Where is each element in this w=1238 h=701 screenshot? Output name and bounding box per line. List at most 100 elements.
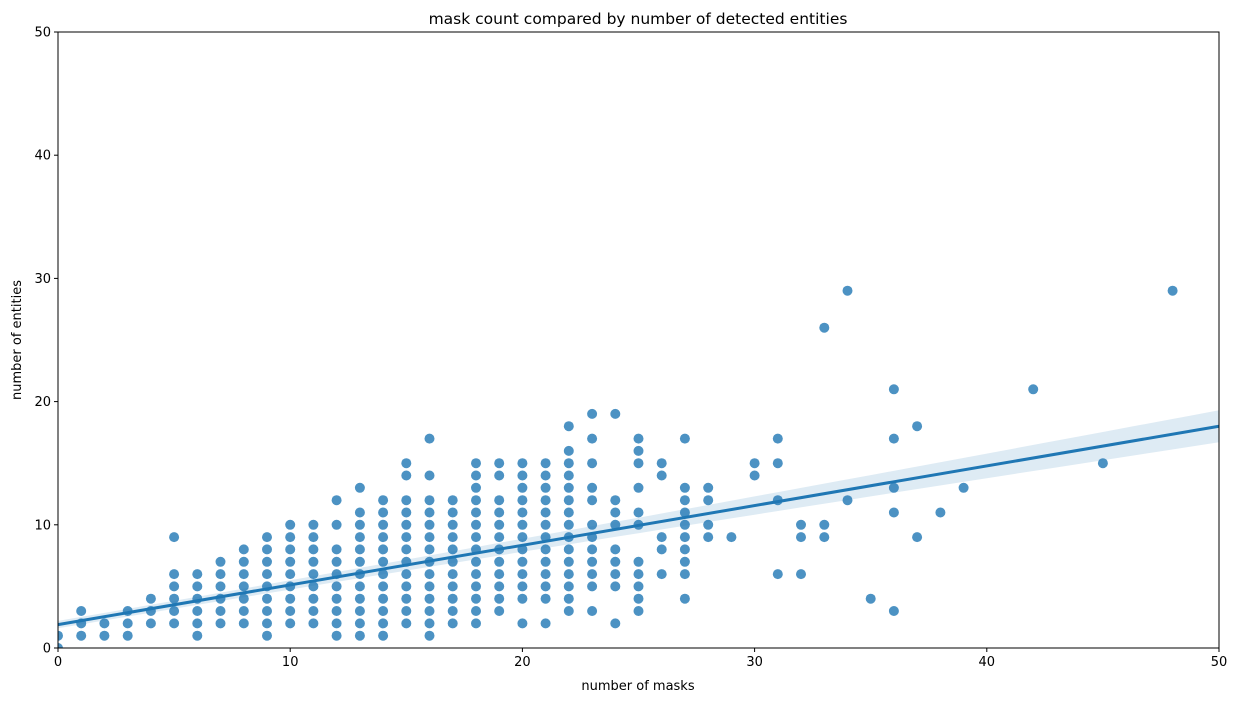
data-point xyxy=(633,433,644,444)
data-point xyxy=(912,421,923,432)
data-point xyxy=(378,593,389,604)
data-point xyxy=(471,458,481,469)
data-point xyxy=(563,470,574,481)
data-point xyxy=(563,606,574,616)
data-point xyxy=(285,618,296,629)
data-point xyxy=(145,618,156,629)
data-point xyxy=(563,445,574,456)
data-point xyxy=(563,458,574,469)
data-point xyxy=(215,569,226,580)
data-point xyxy=(517,507,528,518)
data-point xyxy=(99,618,110,629)
data-point xyxy=(447,569,458,580)
data-point xyxy=(471,556,481,567)
data-point xyxy=(471,569,481,580)
data-point xyxy=(517,569,528,580)
data-point xyxy=(424,470,435,481)
data-point xyxy=(679,482,690,493)
data-point xyxy=(285,532,296,543)
data-point xyxy=(471,519,481,530)
data-point xyxy=(517,458,528,469)
data-point xyxy=(169,532,180,543)
data-point xyxy=(331,495,342,506)
data-point xyxy=(610,495,621,506)
data-point xyxy=(401,507,412,518)
data-point xyxy=(378,569,389,580)
data-point xyxy=(540,581,551,592)
y-tick-label: 20 xyxy=(34,395,51,410)
data-point xyxy=(424,544,435,555)
data-point xyxy=(262,556,272,567)
data-point xyxy=(471,495,481,506)
x-tick-label: 40 xyxy=(979,655,996,670)
data-point xyxy=(401,519,412,530)
data-point xyxy=(238,569,249,580)
data-point xyxy=(308,544,319,555)
data-point xyxy=(819,322,830,333)
data-point xyxy=(238,618,249,629)
data-point xyxy=(424,593,435,604)
data-point xyxy=(262,618,272,629)
data-point xyxy=(285,593,296,604)
data-point xyxy=(262,569,272,580)
data-point xyxy=(471,581,481,592)
data-point xyxy=(540,482,551,493)
y-tick-label: 10 xyxy=(34,518,51,533)
data-point xyxy=(633,606,644,616)
data-point xyxy=(471,507,481,518)
data-point xyxy=(679,433,690,444)
data-point xyxy=(331,593,342,604)
data-point xyxy=(563,519,574,530)
data-point xyxy=(447,606,458,616)
data-point xyxy=(587,519,598,530)
data-point xyxy=(494,519,505,530)
data-point xyxy=(308,606,319,616)
data-point xyxy=(401,606,412,616)
data-point xyxy=(517,495,528,506)
data-point xyxy=(633,458,644,469)
data-point xyxy=(238,606,249,616)
data-point xyxy=(563,495,574,506)
data-point xyxy=(540,569,551,580)
data-point xyxy=(401,495,412,506)
data-point xyxy=(424,630,435,641)
data-point xyxy=(494,495,505,506)
data-point xyxy=(331,581,342,592)
data-point xyxy=(656,458,667,469)
plot-frame xyxy=(57,31,1220,649)
data-point xyxy=(1028,384,1039,395)
data-point xyxy=(679,495,690,506)
data-point xyxy=(772,569,783,580)
data-point xyxy=(563,482,574,493)
data-point xyxy=(238,593,249,604)
data-point xyxy=(888,433,899,444)
data-point xyxy=(633,507,644,518)
data-point xyxy=(679,556,690,567)
data-point xyxy=(656,532,667,543)
data-point xyxy=(679,544,690,555)
data-point xyxy=(633,593,644,604)
data-point xyxy=(401,618,412,629)
data-point xyxy=(354,544,365,555)
data-point xyxy=(354,532,365,543)
data-point xyxy=(865,593,876,604)
data-point xyxy=(331,519,342,530)
data-point xyxy=(262,630,272,641)
data-point xyxy=(378,495,389,506)
data-point xyxy=(517,470,528,481)
data-point xyxy=(424,618,435,629)
x-axis-ticks: 0 10 20 30 40 50 xyxy=(54,648,1227,670)
data-point xyxy=(238,544,249,555)
data-point xyxy=(563,544,574,555)
data-point xyxy=(262,532,272,543)
data-point xyxy=(633,445,644,456)
data-point xyxy=(726,532,737,543)
data-point xyxy=(447,581,458,592)
data-point xyxy=(540,593,551,604)
data-point xyxy=(610,556,621,567)
data-point xyxy=(656,569,667,580)
data-point xyxy=(563,507,574,518)
data-point xyxy=(145,593,156,604)
data-point xyxy=(308,569,319,580)
data-point xyxy=(192,606,203,616)
